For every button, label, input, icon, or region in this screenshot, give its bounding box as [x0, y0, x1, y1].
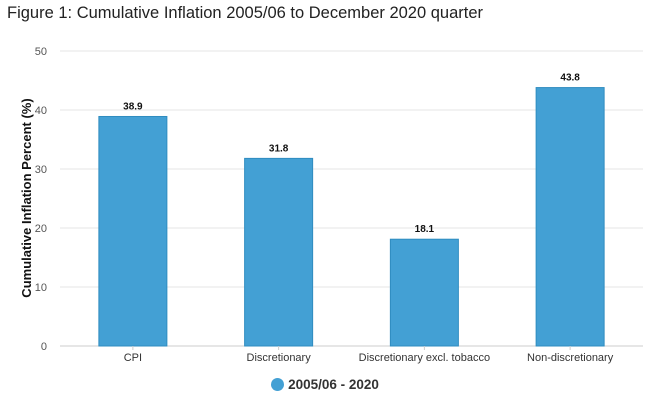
x-category-label: Discretionary	[247, 352, 312, 364]
legend-label: 2005/06 - 2020	[288, 377, 379, 392]
y-tick-label: 10	[35, 282, 47, 294]
y-tick-label: 0	[41, 341, 47, 353]
bar[interactable]	[244, 157, 314, 347]
chart-title: Figure 1: Cumulative Inflation 2005/06 t…	[7, 4, 484, 22]
x-axis-labels: CPI Discretionary Discretionary excl. toba…	[124, 346, 614, 364]
y-tick-label: 30	[35, 164, 47, 176]
y-tick-label: 20	[35, 223, 47, 235]
y-axis-title: Cumulative Inflation Percent (%)	[19, 98, 34, 297]
bar-value-label: 18.1	[415, 224, 435, 235]
legend[interactable]: 2005/06 - 2020	[0, 377, 650, 392]
x-category-label: CPI	[124, 352, 142, 364]
bar-value-label: 38.9	[123, 101, 143, 112]
x-category-label: Non-discretionary	[527, 352, 614, 364]
legend-marker	[271, 378, 285, 391]
y-axis-ticks: 0 10 20 30 40 50	[35, 46, 47, 353]
bar-value-label: 43.8	[560, 73, 580, 84]
bar-value-label: 31.8	[269, 143, 289, 154]
data-labels: 38.9 31.8 18.1 43.8	[123, 73, 580, 236]
bar[interactable]	[98, 115, 168, 347]
bar[interactable]	[535, 87, 605, 347]
y-tick-label: 40	[35, 105, 47, 117]
x-category-label: Discretionary excl. tobacco	[359, 352, 490, 364]
y-tick-label: 50	[35, 46, 47, 58]
bar[interactable]	[389, 238, 459, 347]
bars	[98, 87, 605, 347]
